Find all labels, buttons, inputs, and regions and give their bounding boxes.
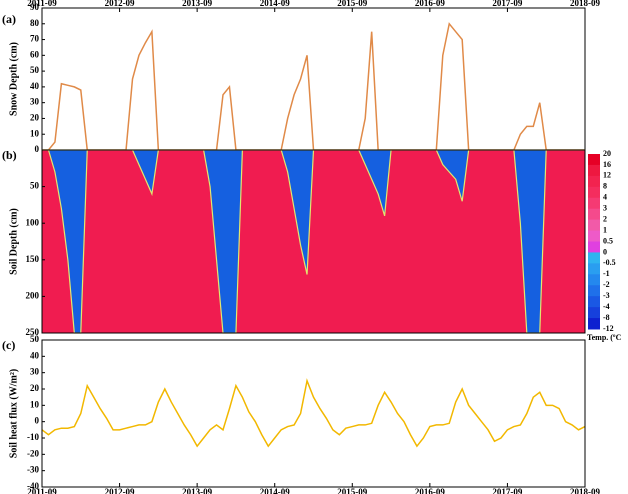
- panel-label: (c): [2, 338, 15, 352]
- y-tick-label: -10: [27, 432, 39, 442]
- colorbar-label: 20: [603, 149, 611, 158]
- y-tick-label: 150: [26, 254, 40, 264]
- colorbar-label: -0.5: [603, 258, 616, 267]
- colorbar-swatch: [588, 208, 600, 221]
- warm-background: [42, 150, 585, 333]
- x-tick-label: 2011-09: [27, 487, 57, 494]
- x-tick-label: 2011-09: [27, 0, 57, 8]
- colorbar-label: -3: [603, 291, 610, 300]
- panel-label: (b): [2, 148, 17, 162]
- colorbar-swatch: [588, 274, 600, 286]
- y-tick-label: 10: [30, 399, 40, 409]
- y-axis-label: Soil Depth (cm): [8, 208, 19, 275]
- data-line: [41, 378, 586, 448]
- colorbar-swatch: [588, 164, 600, 177]
- y-tick-label: 90: [30, 2, 40, 12]
- plot-frame: [41, 7, 586, 151]
- y-tick-label: 10: [30, 128, 40, 138]
- x-tick-label: 2012-09: [105, 0, 135, 8]
- y-tick-label: 50: [30, 181, 40, 191]
- x-tick-label: 2016-09: [415, 487, 445, 494]
- data-line: [42, 22, 585, 151]
- y-tick-label: 80: [30, 18, 40, 28]
- y-tick-label: 30: [30, 97, 40, 107]
- y-tick-label: 200: [26, 290, 40, 300]
- colorbar-label: 12: [603, 171, 611, 180]
- y-tick-label: 40: [30, 350, 40, 360]
- colorbar-label: 0: [603, 247, 607, 256]
- y-tick-label: 100: [26, 217, 40, 227]
- y-tick-label: -30: [27, 465, 39, 475]
- colorbar-label: 2: [603, 214, 607, 223]
- y-tick-label: 20: [30, 383, 40, 393]
- colorbar-swatch: [588, 296, 600, 308]
- colorbar-label: 8: [603, 182, 607, 191]
- y-tick-label: 50: [30, 334, 40, 344]
- colorbar-swatch: [588, 175, 600, 188]
- colorbar-swatch: [588, 197, 600, 210]
- x-tick-label: 2012-09: [105, 487, 135, 494]
- colorbar-swatch: [588, 154, 600, 166]
- colorbar-swatch: [588, 285, 600, 297]
- panel-label: (a): [2, 12, 16, 26]
- colorbar-title: Temp. (ºC: [587, 333, 622, 342]
- colorbar-label: -8: [603, 313, 610, 322]
- colorbar-label: 0.5: [603, 236, 613, 245]
- x-tick-label: 2018-09: [570, 487, 600, 494]
- x-tick-label: 2017-09: [492, 0, 522, 8]
- colorbar-swatch: [588, 263, 600, 275]
- colorbar-swatch: [588, 318, 600, 330]
- colorbar-label: 4: [603, 193, 607, 202]
- y-axis-label: Soil heat flux (W/m²): [8, 369, 19, 458]
- y-tick-label: 0: [35, 144, 40, 154]
- colorbar-swatch: [588, 252, 600, 264]
- colorbar-swatch: [588, 241, 600, 253]
- colorbar-label: 16: [603, 160, 611, 169]
- x-tick-label: 2013-09: [182, 0, 212, 8]
- x-tick-label: 2017-09: [492, 487, 522, 494]
- colorbar-label: -12: [603, 324, 614, 333]
- x-tick-label: 2014-09: [260, 487, 290, 494]
- colorbar-label: 3: [603, 204, 607, 213]
- x-tick-label: 2015-09: [337, 0, 367, 8]
- y-tick-label: 60: [30, 49, 40, 59]
- y-tick-label: 20: [30, 113, 40, 123]
- y-tick-label: 40: [30, 81, 40, 91]
- colorbar-swatch: [588, 230, 600, 242]
- x-tick-label: 2015-09: [337, 487, 367, 494]
- colorbar-swatch: [588, 186, 600, 199]
- x-tick-label: 2014-09: [260, 0, 290, 8]
- colorbar-label: 1: [603, 225, 607, 234]
- y-tick-label: 30: [30, 367, 40, 377]
- plot-frame: [41, 339, 586, 488]
- colorbar-label: -2: [603, 280, 610, 289]
- x-tick-label: 2013-09: [182, 487, 212, 494]
- colorbar-label: -4: [603, 302, 610, 311]
- y-tick-label: -20: [27, 448, 39, 458]
- y-tick-label: -40: [27, 481, 39, 491]
- y-tick-label: 50: [30, 65, 40, 75]
- y-tick-label: 250: [26, 327, 40, 337]
- x-tick-label: 2016-09: [415, 0, 445, 8]
- y-tick-label: 70: [30, 34, 40, 44]
- colorbar-swatch: [588, 219, 600, 232]
- plot-frame: [41, 149, 586, 334]
- colorbar-label: -1: [603, 269, 610, 278]
- y-tick-label: 0: [35, 416, 40, 426]
- colorbar-swatch: [588, 307, 600, 319]
- x-tick-label: 2018-09: [570, 0, 600, 8]
- y-axis-label: Snow Depth (cm): [8, 42, 19, 116]
